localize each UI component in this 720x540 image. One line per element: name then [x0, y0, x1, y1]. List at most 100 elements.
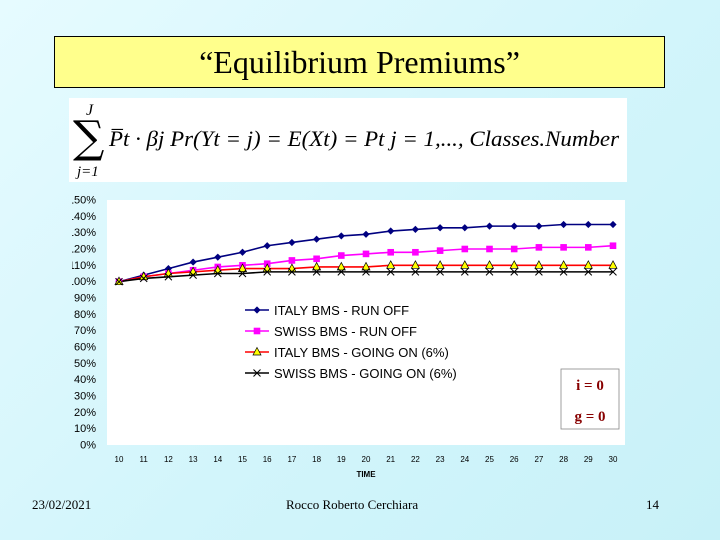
data-point	[510, 268, 519, 276]
formula-body: P̅t · βj Pr(Yt = j) = E(Xt) = Pt j = 1,.…	[108, 126, 619, 151]
y-tick-label: 130%	[72, 227, 96, 239]
footer-page-number: 14	[646, 497, 659, 512]
legend-swatch-marker	[252, 346, 262, 356]
data-point	[535, 222, 543, 230]
data-point	[411, 268, 420, 276]
data-point	[386, 260, 396, 269]
data-point	[461, 224, 469, 232]
x-tick-label: 30	[609, 455, 618, 464]
data-point	[336, 261, 346, 271]
y-tick-label: 40%	[74, 374, 96, 386]
data-point	[584, 220, 592, 229]
line-chart: 0% 10% 20% 30% 40% 50% 60% 70% 80% 90% 100% 110% 120…	[68, 195, 625, 479]
data-point	[609, 268, 617, 276]
data-point	[510, 222, 518, 230]
data-point	[585, 244, 592, 251]
data-point	[436, 247, 444, 254]
data-point	[312, 268, 321, 276]
data-point	[486, 245, 493, 253]
data-point	[337, 232, 345, 240]
formula-sum-lower: j=1	[75, 164, 99, 180]
data-point	[386, 268, 395, 276]
x-tick-label: 17	[287, 455, 296, 464]
legend-label: SWISS BMS - RUN OFF	[274, 324, 417, 339]
footer-author: Rocco Roberto Cerchiara	[286, 497, 419, 512]
y-tick-label: 120%	[72, 244, 96, 256]
data-point	[237, 263, 248, 272]
data-point	[412, 248, 419, 256]
data-point	[114, 276, 124, 286]
legend-swatch-marker	[253, 327, 261, 335]
data-point	[312, 261, 322, 271]
footer-date: 23/02/2021	[32, 497, 92, 512]
data-point	[436, 268, 444, 276]
y-tick-label: 20%	[74, 407, 96, 419]
data-point	[238, 248, 247, 256]
legend-swatch-marker	[253, 306, 261, 314]
data-point	[387, 227, 395, 235]
x-tick-label: 16	[263, 455, 272, 464]
x-tick-label: 14	[213, 455, 222, 464]
data-point	[560, 220, 568, 229]
x-tick-label: 26	[510, 455, 519, 464]
x-tick-label: 13	[189, 455, 198, 464]
data-point	[583, 260, 593, 269]
data-point	[435, 260, 445, 269]
x-tick-label: 23	[436, 455, 445, 464]
y-tick-label: 110%	[72, 260, 96, 272]
data-point	[436, 224, 444, 232]
annotation-g: g = 0	[574, 409, 605, 425]
data-point	[387, 248, 394, 256]
data-point	[115, 277, 123, 286]
formula-sum-upper: J	[86, 102, 94, 119]
data-point	[461, 245, 469, 253]
data-point	[263, 268, 272, 276]
data-point	[535, 244, 543, 251]
legend-label: ITALY BMS - GOING ON (6%)	[274, 345, 449, 360]
data-point	[313, 255, 320, 263]
x-tick-label: 27	[534, 455, 543, 464]
data-point	[485, 268, 494, 276]
data-point	[189, 258, 197, 266]
y-tick-label: 140%	[72, 211, 96, 223]
data-point	[411, 225, 419, 233]
x-tick-label: 21	[386, 455, 395, 464]
data-point	[238, 269, 247, 278]
data-point	[410, 260, 420, 269]
y-tick-label: 150%	[72, 195, 96, 207]
data-point	[534, 260, 544, 269]
x-tick-label: 12	[164, 455, 173, 464]
x-tick-label: 29	[584, 455, 593, 464]
data-point	[263, 242, 271, 250]
annotation-i: i = 0	[576, 378, 604, 394]
y-tick-label: 70%	[74, 325, 96, 337]
data-point	[189, 271, 197, 279]
plot-area	[107, 200, 625, 445]
x-tick-label: 15	[238, 455, 247, 464]
y-tick-label: 100%	[72, 276, 96, 288]
y-tick-label: 90%	[74, 293, 96, 305]
data-point	[535, 268, 543, 276]
data-point	[362, 230, 370, 238]
x-tick-label: 24	[460, 455, 469, 464]
data-point	[609, 220, 617, 229]
y-tick-label: 80%	[74, 309, 96, 321]
x-axis-label: TIME	[356, 470, 376, 479]
data-point	[560, 244, 567, 251]
x-tick-label: 11	[140, 455, 149, 464]
data-point	[484, 260, 495, 269]
slide-title: “Equilibrium Premiums”	[54, 36, 665, 88]
data-point	[288, 268, 296, 276]
y-tick-label: 0%	[80, 440, 96, 452]
chart: 0% 10% 20% 30% 40% 50% 60% 70% 80% 90% 100% 110% 120…	[68, 190, 632, 480]
data-point	[288, 257, 296, 264]
annotation-box	[560, 368, 620, 430]
x-tick-label: 25	[485, 455, 494, 464]
data-point	[362, 268, 370, 276]
data-point	[584, 268, 593, 276]
legend-label: SWISS BMS - GOING ON (6%)	[274, 366, 457, 381]
y-tick-label: 60%	[74, 342, 96, 354]
x-tick-label: 20	[362, 455, 371, 464]
data-point	[609, 242, 617, 250]
formula: J ∑ j=1 P̅t · βj Pr(Yt = j) = E(Xt) = Pt…	[69, 98, 627, 182]
